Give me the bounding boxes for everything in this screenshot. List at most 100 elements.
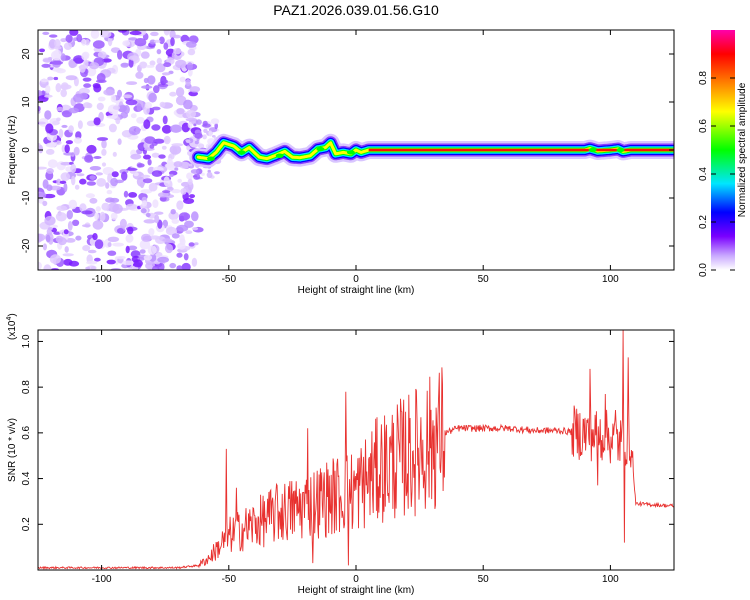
noise-blob (70, 163, 77, 173)
noise-blob (61, 124, 68, 128)
noise-blob (110, 94, 117, 103)
track-hotspot (237, 150, 246, 155)
x-tick-label: 0 (353, 574, 359, 585)
noise-blob (156, 49, 162, 55)
noise-blob (174, 167, 179, 171)
track-hotspot (616, 147, 625, 153)
noise-blob (110, 212, 118, 220)
noise-blob (179, 76, 186, 83)
spectrogram-y-label: Frequency (Hz) (7, 116, 18, 185)
noise-blob (194, 242, 199, 246)
colorbar-tick-label: 0.6 (698, 119, 709, 133)
noise-blob (56, 205, 68, 211)
noise-blob (100, 30, 112, 38)
noise-blob (78, 87, 90, 95)
noise-blob (107, 242, 112, 248)
noise-blob (122, 260, 134, 266)
noise-blob (177, 242, 186, 250)
noise-blob (107, 36, 113, 47)
noise-blob (105, 182, 110, 189)
noise-blob (157, 83, 169, 87)
noise-blob (94, 257, 101, 262)
noise-blob (169, 91, 177, 97)
noise-blob (127, 226, 134, 235)
noise-blob (106, 259, 116, 265)
noise-blob (56, 178, 62, 186)
noise-blob (45, 148, 55, 155)
noise-blob (102, 58, 112, 63)
noise-blob (89, 166, 102, 171)
noise-blob (42, 31, 50, 35)
noise-blob (157, 192, 169, 198)
noise-blob (183, 253, 189, 261)
noise-blob (108, 123, 117, 133)
noise-blob (125, 245, 130, 254)
noise-blob (106, 115, 118, 119)
noise-blob (55, 212, 67, 222)
y-tick-label: 0.8 (21, 380, 32, 394)
noise-blob (67, 221, 73, 231)
noise-blob (125, 99, 138, 106)
noise-blob (148, 182, 158, 192)
noise-blob (154, 214, 160, 224)
noise-blob (45, 123, 54, 134)
noise-blob (145, 64, 155, 68)
noise-blob (63, 229, 69, 235)
snr-panel: -100 -50 0 50 100 0.2 0.4 0.6 0.8 1.0 Height of … (6, 313, 675, 596)
noise-blob (156, 57, 162, 65)
noise-blob (76, 34, 83, 43)
noise-blob (141, 174, 151, 178)
noise-blob (191, 211, 199, 222)
noise-blob (187, 48, 196, 56)
noise-blob (92, 220, 104, 230)
noise-blob (68, 60, 76, 69)
noise-blob (161, 72, 171, 76)
noise-blob (42, 58, 53, 63)
y-tick-label: 20 (21, 48, 32, 60)
noise-blob (147, 159, 152, 166)
noise-blob (95, 206, 101, 212)
noise-blob (47, 76, 54, 81)
noise-blob (143, 119, 151, 130)
y-tick-label: 0.6 (21, 425, 32, 439)
noise-blob (75, 235, 82, 241)
track-hotspot (346, 150, 355, 155)
noise-blob (118, 105, 127, 113)
noise-blob (149, 144, 155, 149)
noise-blob (136, 103, 142, 112)
colorbar-tick-label: 0.8 (698, 71, 709, 85)
noise-blob (143, 154, 151, 160)
noise-blob (103, 89, 115, 96)
noise-blob (92, 40, 105, 49)
noise-blob (93, 84, 102, 93)
noise-blob (208, 130, 213, 137)
noise-blob (68, 125, 74, 133)
spectrogram-y-axis: -20 -10 0 10 20 (21, 48, 674, 253)
noise-blob (173, 161, 183, 168)
noise-blob (188, 242, 195, 247)
noise-blob (180, 188, 187, 195)
noise-blob (127, 245, 138, 251)
noise-blob (171, 233, 180, 239)
noise-blob (185, 230, 193, 235)
noise-blob (55, 83, 62, 93)
noise-blob (210, 118, 220, 125)
noise-blob (38, 166, 48, 170)
noise-blob (169, 144, 182, 155)
noise-blob (143, 219, 156, 224)
noise-blob (168, 211, 179, 221)
noise-blob (175, 59, 187, 69)
noise-blob (139, 249, 146, 254)
noise-blob (176, 108, 185, 115)
noise-blob (122, 94, 133, 99)
track-hotspot (316, 146, 325, 152)
noise-blob (172, 34, 182, 39)
noise-blob (43, 264, 52, 270)
noise-blob (40, 78, 50, 83)
noise-blob (154, 211, 164, 215)
noise-blob (46, 168, 54, 174)
noise-blob (44, 94, 53, 98)
noise-blob (142, 178, 153, 184)
noise-blob (51, 67, 63, 72)
noise-blob (97, 51, 107, 59)
